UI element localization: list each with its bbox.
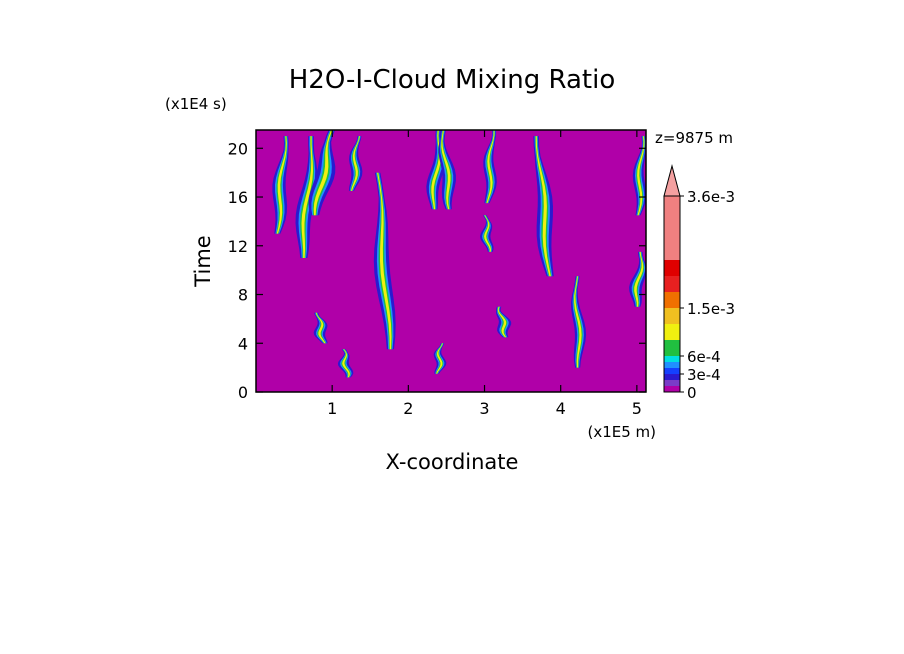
colorbar-tick-label: 3e-4 xyxy=(687,366,721,384)
cloud-streak xyxy=(308,130,336,216)
cloud-streak xyxy=(373,172,396,350)
x-tick-label: 3 xyxy=(479,399,489,418)
x-tick-label: 5 xyxy=(632,399,642,418)
streak-band xyxy=(637,136,645,216)
y-unit-label: (x1E4 s) xyxy=(165,95,227,113)
x-axis-label: X-coordinate xyxy=(386,450,519,474)
cloud-streak xyxy=(348,136,363,191)
streak-band xyxy=(431,130,441,210)
x-tick-label: 1 xyxy=(327,399,337,418)
cloud-streak xyxy=(272,136,289,234)
colorbar-tick-label: 1.5e-3 xyxy=(687,300,735,318)
streak-band xyxy=(634,251,644,307)
cloud-streak xyxy=(313,312,328,344)
streak-band xyxy=(315,312,326,344)
streak-band xyxy=(483,215,492,252)
colorbar-swatch xyxy=(664,368,680,374)
y-tick-label: 20 xyxy=(228,139,248,158)
colorbar-swatch xyxy=(664,340,680,356)
streak-band xyxy=(486,130,495,204)
streak-band xyxy=(436,343,443,374)
x-axis: 1 2 3 4 5 xyxy=(327,130,642,418)
cloud-streak xyxy=(483,130,497,204)
streak-band xyxy=(301,136,313,258)
y-tick-label: 12 xyxy=(228,237,248,256)
streak-band xyxy=(484,215,491,252)
colorbar-tick-label: 6e-4 xyxy=(687,348,721,366)
x-unit-label: (x1E5 m) xyxy=(587,423,656,441)
colorbar-swatch xyxy=(664,196,680,260)
streak-band xyxy=(377,172,392,350)
colorbar-swatch xyxy=(664,308,680,324)
plot-frame xyxy=(255,129,647,393)
colorbar-swatch xyxy=(664,386,680,392)
colorbar-tick-label: 3.6e-3 xyxy=(687,188,735,206)
streak-band xyxy=(313,130,333,216)
y-axis: 0 4 8 12 16 20 xyxy=(228,139,646,402)
x-tick-label: 2 xyxy=(403,399,413,418)
cloud-streak xyxy=(533,136,554,277)
colorbar: 03e-46e-4 1.5e-3 3.6e-3 xyxy=(663,164,735,402)
streak-band xyxy=(276,136,287,234)
cloud-streak xyxy=(571,276,587,368)
streak-band xyxy=(441,130,451,210)
streak-band xyxy=(535,136,551,277)
colorbar-frame xyxy=(663,195,681,393)
colorbar-tick-label: 0 xyxy=(687,384,697,402)
colorbar-swatch xyxy=(664,356,680,362)
colorbar-swatch xyxy=(664,324,680,340)
y-tick-label: 4 xyxy=(238,334,248,353)
plot-field xyxy=(256,130,646,392)
x-tick-label: 4 xyxy=(556,399,566,418)
y-tick-label: 16 xyxy=(228,188,248,207)
colorbar-swatch xyxy=(664,374,680,380)
cloud-streak xyxy=(632,136,646,216)
cloud-streak xyxy=(496,306,512,338)
streak-band xyxy=(574,276,582,368)
cloud-streak xyxy=(480,215,494,252)
colorbar-swatch xyxy=(664,260,680,276)
cloud-streak xyxy=(629,251,646,307)
y-tick-label: 0 xyxy=(238,383,248,402)
streak-band xyxy=(486,130,495,204)
colorbar-swatch xyxy=(664,292,680,308)
colorbar-extend-arrow xyxy=(663,164,681,197)
streak-band xyxy=(535,136,552,277)
streak-band xyxy=(342,349,350,378)
colorbar-swatch xyxy=(664,276,680,292)
cloud-streak xyxy=(438,130,456,210)
cloud-streak xyxy=(337,349,354,378)
cloud-streak xyxy=(433,343,447,374)
streak-band xyxy=(351,136,360,191)
streak-band xyxy=(497,306,507,338)
level-annotation: z=9875 m xyxy=(655,129,733,147)
cloud-streak xyxy=(295,136,318,258)
chart-title: H2O-I-Cloud Mixing Ratio xyxy=(289,65,616,95)
colorbar-swatch xyxy=(664,362,680,368)
y-axis-label: Time xyxy=(191,235,215,287)
colorbar-swatch xyxy=(664,380,680,386)
y-tick-label: 8 xyxy=(238,286,248,305)
